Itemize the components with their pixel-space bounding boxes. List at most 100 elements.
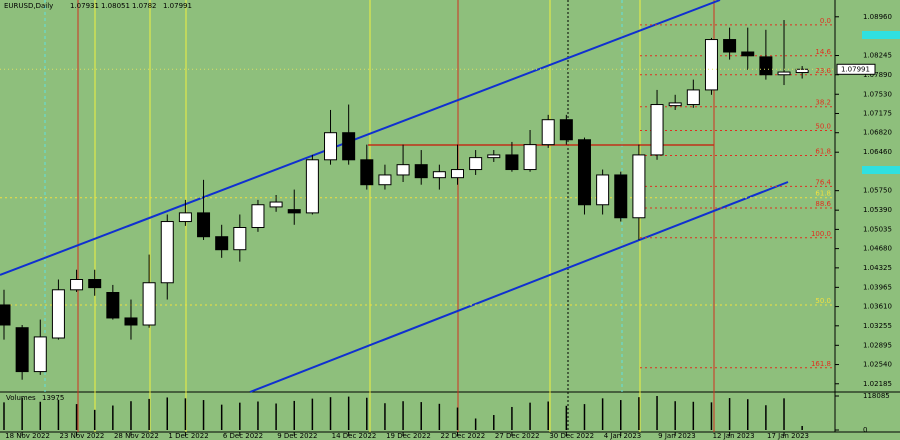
- candle-body: [88, 279, 102, 289]
- x-tick-label: 4 Jan 2023: [604, 432, 642, 440]
- x-tick-label: 1 Dec 2022: [168, 432, 208, 440]
- candle-body: [704, 39, 718, 91]
- candle-body: [505, 154, 519, 171]
- candle-body: [614, 174, 628, 219]
- candle-body: [269, 201, 283, 208]
- candle-body: [0, 304, 11, 326]
- x-tick-label: 14 Dec 2022: [332, 432, 377, 440]
- y-tick-label: 1.03255: [863, 322, 892, 330]
- candle-body: [142, 282, 156, 326]
- y-tick-label: 1.05390: [863, 206, 892, 214]
- x-tick-label: 18 Nov 2022: [5, 432, 50, 440]
- candle-body: [360, 159, 374, 186]
- volume-last: 13975: [42, 394, 64, 402]
- x-tick-label: 28 Nov 2022: [114, 432, 159, 440]
- fib-label: 38.2: [815, 99, 831, 107]
- candle-body: [324, 132, 338, 161]
- fib-label: 61.8: [815, 147, 831, 155]
- y-tick-label: 1.03965: [863, 283, 892, 291]
- y-tick-label: 1.07530: [863, 90, 892, 98]
- y-tick-label: 1.08960: [863, 13, 892, 21]
- candle-body: [215, 236, 229, 251]
- volume-tick-label: 118085: [863, 392, 890, 400]
- candle-body: [559, 119, 573, 141]
- last-price-box: [836, 63, 876, 75]
- fib-label: 88.6: [815, 200, 831, 208]
- fib-label: 161.8: [811, 360, 831, 368]
- x-tick-label: 6 Dec 2022: [223, 432, 263, 440]
- candle-body: [160, 221, 174, 284]
- x-tick-label: 9 Dec 2022: [277, 432, 317, 440]
- candle-body: [251, 204, 265, 228]
- fib-label: 50.0: [815, 297, 831, 305]
- y-tick-label: 1.06460: [863, 148, 892, 156]
- candle-body: [577, 139, 591, 206]
- x-tick-label: 30 Dec 2022: [549, 432, 594, 440]
- candle-body: [342, 132, 356, 161]
- candle-body: [777, 71, 791, 76]
- fib-label: 76.4: [815, 178, 831, 186]
- candle-body: [106, 292, 120, 319]
- y-tick-label: 1.06820: [863, 129, 892, 137]
- cyan-marker: [862, 31, 900, 39]
- fib-label: 0.0: [820, 17, 831, 25]
- candle-body: [432, 171, 446, 179]
- header-value: 1.07991: [163, 2, 192, 10]
- header-value: 1.08051: [101, 2, 130, 10]
- header-value: 1.07931: [70, 2, 99, 10]
- x-tick-label: 19 Dec 2022: [386, 432, 431, 440]
- volume-tick-label: 0: [863, 426, 867, 434]
- candle-body: [686, 89, 700, 106]
- x-tick-label: 9 Jan 2023: [658, 432, 696, 440]
- y-tick-label: 1.05035: [863, 225, 892, 233]
- candle-body: [795, 68, 809, 74]
- y-tick-label: 1.07890: [863, 71, 892, 79]
- fib-label: 100.0: [811, 230, 831, 238]
- candle-body: [741, 51, 755, 57]
- candle-body: [632, 154, 646, 219]
- y-tick-label: 1.02540: [863, 361, 892, 369]
- candle-body: [15, 327, 29, 373]
- y-tick-label: 1.02895: [863, 341, 892, 349]
- x-tick-label: 23 Nov 2022: [60, 432, 105, 440]
- channel-upper: [0, 0, 721, 276]
- candle-body: [178, 212, 192, 223]
- y-tick-label: 1.03610: [863, 303, 892, 311]
- x-tick-label: 17 Jan 2023: [767, 432, 809, 440]
- candle-body: [197, 212, 211, 238]
- fib-label: 14.6: [815, 48, 831, 56]
- candle-body: [287, 209, 301, 214]
- fib-label: 23.6: [815, 67, 831, 75]
- candle-body: [469, 157, 483, 171]
- candle-body: [124, 317, 138, 326]
- header-value: 1.0782: [132, 2, 157, 10]
- volume-title: Volumes: [6, 394, 36, 402]
- y-tick-label: 1.02185: [863, 380, 892, 388]
- y-tick-label: 1.04680: [863, 245, 892, 253]
- candle-body: [414, 164, 428, 179]
- candle-body: [233, 227, 247, 251]
- vertical-lines: [44, 0, 715, 432]
- candle-body: [378, 174, 392, 186]
- y-tick-label: 1.07175: [863, 109, 892, 117]
- candle-body: [541, 119, 555, 146]
- candle-body: [723, 39, 737, 53]
- y-tick-label: 1.04325: [863, 264, 892, 272]
- candle-body: [396, 164, 410, 176]
- candle-body: [33, 336, 47, 373]
- candle-body: [70, 279, 84, 291]
- cyan-marker: [862, 166, 900, 174]
- candle-body: [759, 56, 773, 76]
- candle-body: [523, 144, 537, 171]
- candle-body: [51, 289, 65, 339]
- x-tick-label: 22 Dec 2022: [441, 432, 486, 440]
- fib-label: 50.0: [815, 123, 831, 131]
- x-tick-label: 12 Jan 2023: [713, 432, 755, 440]
- candle-body: [487, 154, 501, 159]
- fib-label: 61.8: [815, 190, 831, 198]
- candle-body: [650, 104, 664, 156]
- candle-body: [668, 102, 682, 107]
- candle-body: [451, 169, 464, 179]
- candle-body: [596, 174, 610, 206]
